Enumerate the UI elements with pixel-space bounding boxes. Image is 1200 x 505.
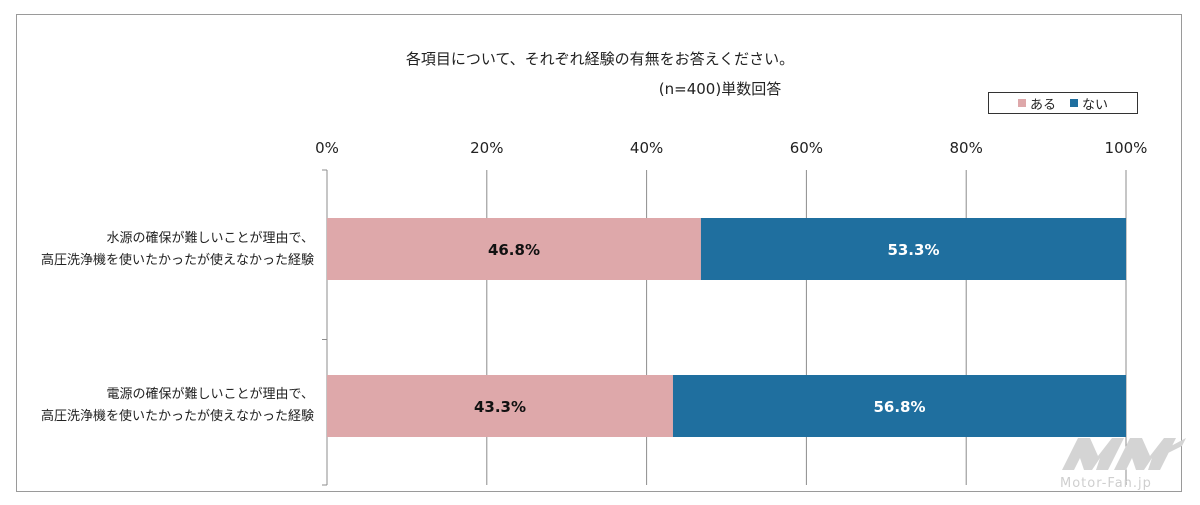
x-tick-label-3: 60% — [790, 139, 823, 157]
category-label-2-line1: 電源の確保が難しいことが理由で、 — [106, 387, 314, 402]
data-label-nai-2: 56.8% — [873, 398, 925, 416]
legend-label-aru: ある — [1029, 97, 1056, 113]
x-tick-label-2: 40% — [630, 139, 663, 157]
x-tick-label-5: 100% — [1105, 139, 1148, 157]
chart-title: 各項目について、それぞれ経験の有無をお答えください。 — [405, 50, 795, 68]
legend-swatch-nai — [1070, 99, 1078, 107]
x-tick-label-1: 20% — [470, 139, 503, 157]
legend-label-nai: ない — [1082, 97, 1109, 113]
category-label-1: 水源の確保が難しいことが理由で、 高圧洗浄機を使いたかったが使えなかった経験 — [24, 228, 314, 272]
data-label-nai-1: 53.3% — [887, 241, 939, 259]
legend-item-aru: ある — [1017, 94, 1056, 113]
category-label-1-line1: 水源の確保が難しいことが理由で、 — [106, 231, 314, 246]
motor-fan-logo — [1062, 438, 1186, 470]
data-label-aru-2: 43.3% — [474, 398, 526, 416]
bar-nai-2 — [672, 375, 1126, 437]
chart-subtitle: (n=400)単数回答 — [658, 80, 782, 98]
data-label-aru-1: 46.8% — [488, 241, 540, 259]
category-label-2-line2: 高圧洗浄機を使いたかったが使えなかった経験 — [40, 409, 314, 424]
bar-aru-2 — [327, 375, 673, 437]
watermark-text: Motor-Fan.jp — [1060, 476, 1152, 491]
category-label-2: 電源の確保が難しいことが理由で、 高圧洗浄機を使いたかったが使えなかった経験 — [24, 384, 314, 428]
legend: ある ない — [988, 92, 1138, 114]
x-tick-label-0: 0% — [315, 139, 339, 157]
bar-nai-1 — [700, 218, 1126, 280]
category-label-1-line2: 高圧洗浄機を使いたかったが使えなかった経験 — [40, 253, 314, 268]
bar-aru-1 — [327, 218, 701, 280]
legend-swatch-aru — [1017, 99, 1026, 107]
x-tick-label-4: 80% — [950, 139, 983, 157]
legend-item-nai: ない — [1070, 94, 1108, 113]
